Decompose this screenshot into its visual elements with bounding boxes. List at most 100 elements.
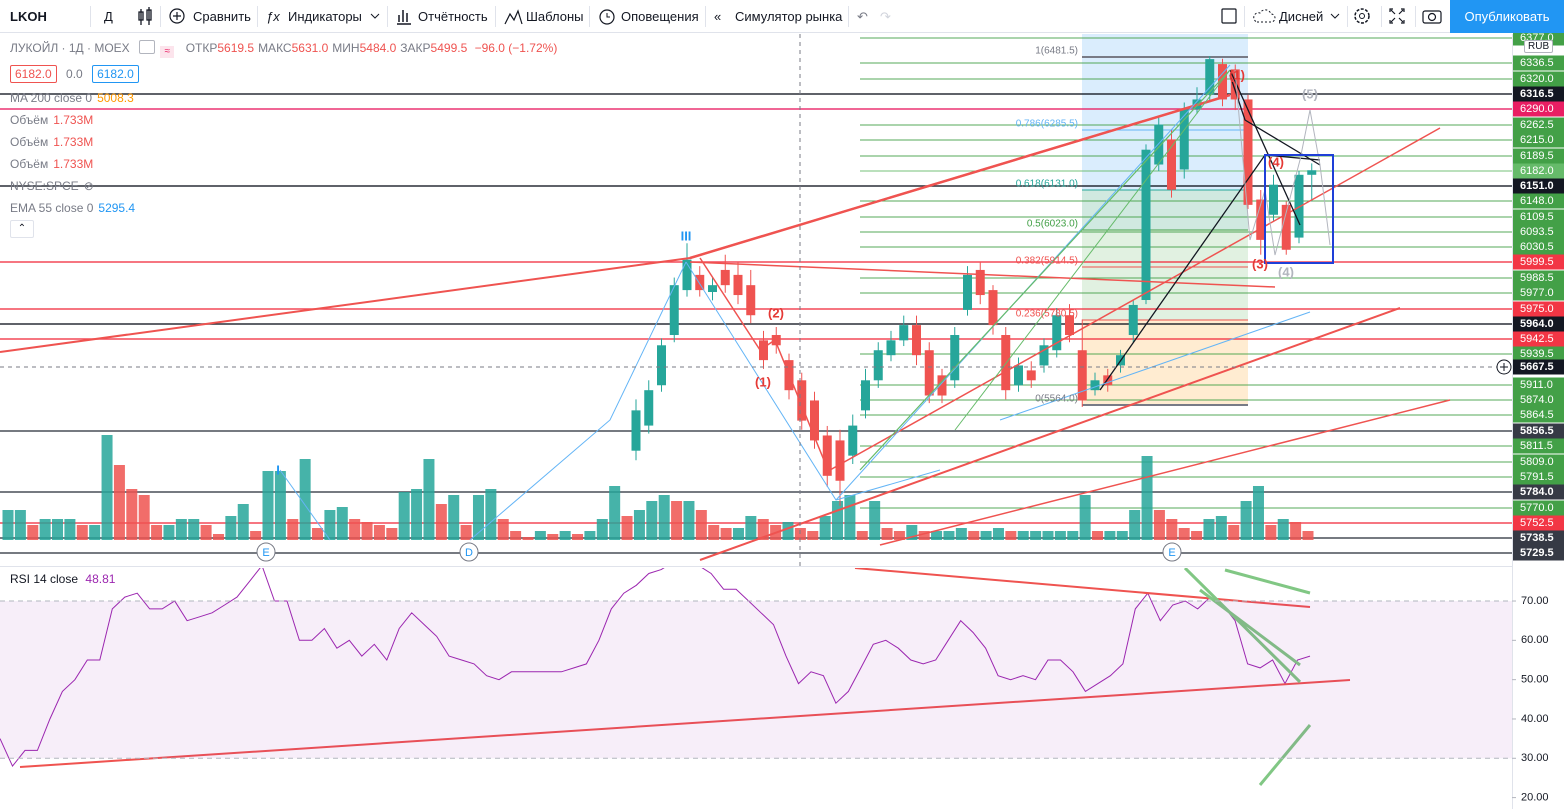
undo-button[interactable]: ↶: [857, 9, 868, 24]
selection-rectangle[interactable]: [1264, 154, 1334, 264]
ohlc-label: ЗАКР: [400, 41, 431, 55]
price-label: 6262.5: [1520, 119, 1554, 131]
price-label: 5770.0: [1520, 502, 1554, 514]
candle-body: [1128, 304, 1138, 336]
candle-body: [1026, 370, 1036, 381]
trend-line: [859, 69, 1231, 471]
price-label: 6182.0: [1520, 165, 1554, 177]
fib-label: 0.236(5780.5): [1016, 309, 1078, 320]
candle-body: [950, 335, 960, 381]
candle-body: [899, 325, 909, 341]
candle-body: [1307, 170, 1317, 175]
wave-label: (2): [768, 305, 784, 320]
indicators-button[interactable]: Индикаторы: [288, 9, 362, 24]
price-label: 5939.5: [1520, 348, 1554, 360]
volume-bar: [745, 516, 757, 540]
price-label: 5975.0: [1520, 303, 1554, 315]
candle-body: [835, 440, 845, 481]
volume-bar: [1042, 531, 1054, 540]
volume-bar: [658, 495, 670, 540]
legend-icon[interactable]: ≈: [160, 46, 175, 58]
dropdown-arrow[interactable]: [370, 0, 380, 33]
dropdown-arrow[interactable]: [1330, 0, 1340, 33]
price-label-bg: [1513, 224, 1564, 240]
trend-line: [1229, 74, 1321, 166]
price-label-bg: [1513, 254, 1564, 270]
price-label-bg: [1513, 359, 1564, 375]
price-axis: 70.00 60.00 50.00 40.00 30.00 20.00 6377.0 6336…: [1512, 33, 1564, 804]
event-marker: [1162, 542, 1182, 562]
symbol-search[interactable]: LKOH: [10, 9, 47, 24]
separator: [495, 6, 496, 27]
study-value: 1.733M: [53, 113, 94, 127]
publish-button[interactable]: Опубликовать: [1450, 0, 1564, 33]
layout-square-button[interactable]: [1220, 0, 1238, 33]
collapse-button[interactable]: ⌃: [10, 220, 34, 238]
change: −96.0 (−1.72%): [474, 41, 558, 55]
volume-bar: [373, 525, 385, 540]
fib-labels: 1(6481.5) 0.786(6285.5) 0.618(6131.0) 0.5(6…: [1016, 46, 1078, 405]
candle-body: [1281, 204, 1291, 250]
redo-button[interactable]: ↷: [880, 9, 891, 24]
volume-bar: [411, 489, 423, 540]
price-label-bg: [1513, 71, 1564, 87]
screenshot-button[interactable]: [1421, 0, 1443, 33]
volume-bar: [225, 516, 237, 540]
volume-bar: [435, 504, 447, 540]
study-name: NYSE:SPCE: [10, 179, 79, 193]
layout-name[interactable]: Дисней: [1279, 9, 1324, 24]
study-name: EMA 55 close 0: [10, 201, 94, 215]
volume-bar: [1116, 531, 1128, 540]
volume-bar: [1005, 531, 1017, 540]
study-value: 1.733M: [53, 157, 94, 171]
fullscreen-button[interactable]: [1387, 0, 1407, 33]
candle-body: [1243, 99, 1253, 205]
candle-body: [1218, 64, 1227, 100]
wave-label: (1): [1229, 67, 1245, 82]
price-box: 6182.0: [10, 65, 57, 83]
price-label-bg: [1513, 545, 1564, 561]
compare-button[interactable]: Сравнить: [193, 9, 251, 24]
price-label: 5942.5: [1520, 333, 1554, 345]
reports-icon: [397, 10, 411, 25]
reports-button[interactable]: Отчётность: [418, 9, 488, 24]
price-label: 5809.0: [1520, 456, 1554, 468]
replay-button[interactable]: Симулятор рынка: [735, 9, 843, 24]
volume-bar: [992, 528, 1004, 540]
volume-bar: [1277, 519, 1289, 540]
volume-bar: [1252, 486, 1264, 540]
indicators-icon: ƒx: [266, 9, 280, 24]
price-label: 5784.0: [1520, 486, 1554, 498]
chart-style-button[interactable]: [136, 0, 154, 33]
price-label-bg: [1513, 469, 1564, 485]
price-label-bg: [1513, 530, 1564, 546]
volume-bar: [1104, 531, 1116, 540]
trend-line: [879, 399, 1451, 546]
templates-button[interactable]: Шаблоны: [526, 9, 584, 24]
volume-bar: [64, 519, 76, 540]
fib-label: 0(5564.0): [1035, 394, 1078, 405]
price-label-bg: [1513, 438, 1564, 454]
candle-body: [810, 400, 819, 441]
currency[interactable]: RUB: [1524, 40, 1554, 53]
volume-bar: [1092, 531, 1104, 540]
legend-icon[interactable]: [139, 40, 155, 54]
candle-body: [797, 380, 807, 421]
event-marker-label: E: [1168, 547, 1175, 559]
study-name: Объём: [10, 157, 49, 171]
cloud-icon: [1253, 9, 1276, 23]
volume-bar: [126, 489, 138, 540]
crosshair-label-button[interactable]: [1496, 359, 1512, 375]
interval-button[interactable]: Д: [104, 9, 113, 24]
alerts-button[interactable]: Оповещения: [621, 9, 699, 24]
wave-label: III: [681, 228, 692, 243]
volume-bar: [708, 525, 720, 540]
settings-button[interactable]: [1352, 0, 1372, 33]
study-value: 5008.3: [97, 91, 134, 105]
price-label-bg: [1513, 86, 1564, 102]
volume-bar: [547, 534, 559, 540]
candle-body: [1154, 124, 1164, 165]
price-label-bg: [1513, 423, 1564, 439]
spread: 0.0: [66, 67, 83, 81]
volume-bar: [14, 510, 26, 540]
